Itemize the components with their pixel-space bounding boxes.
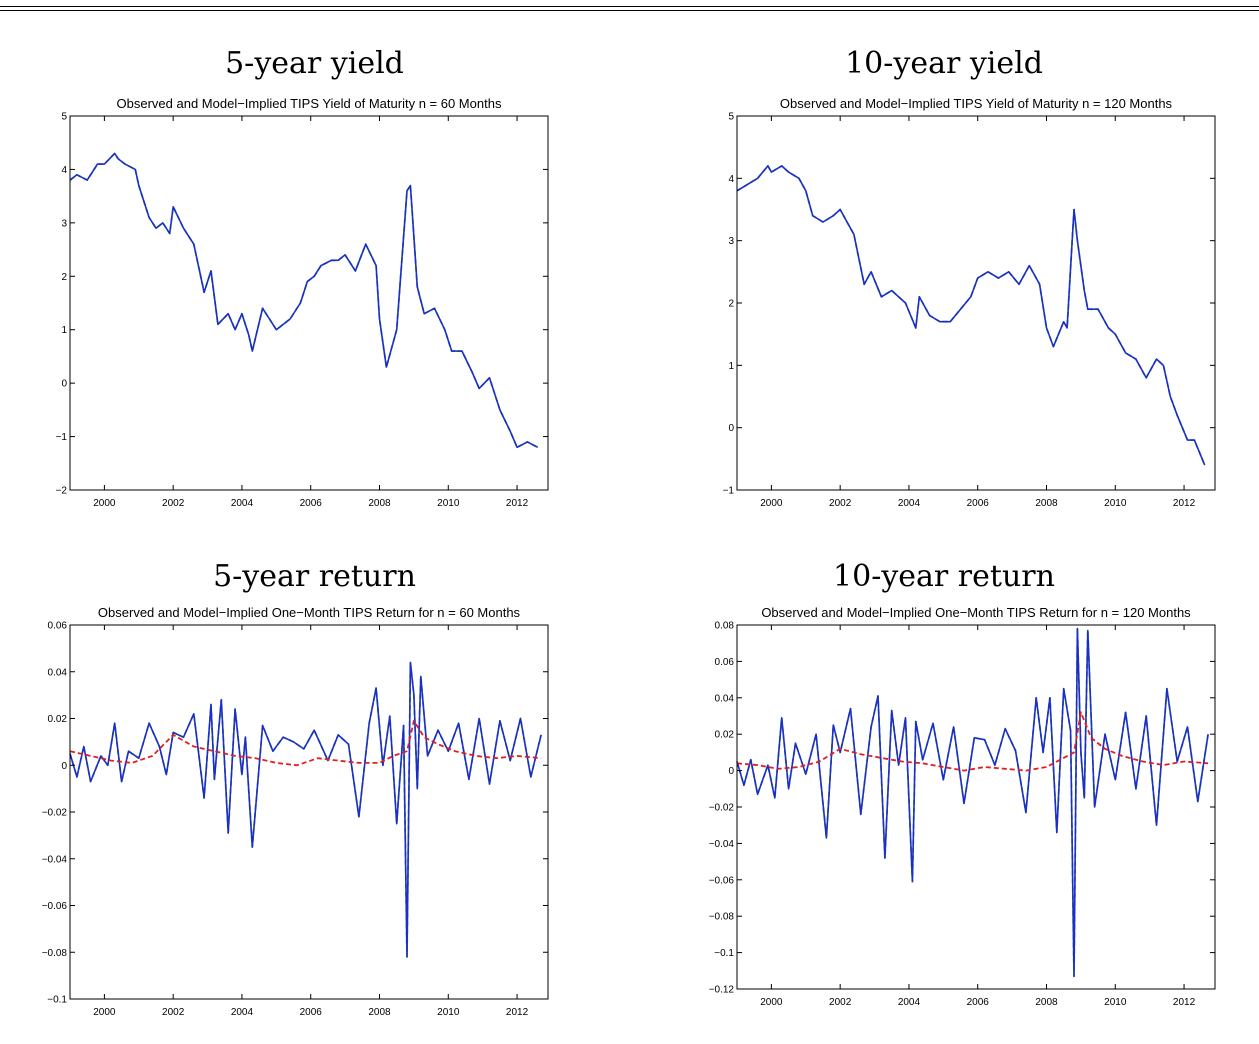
x-tick-label: 2000 (760, 997, 783, 1008)
panel-10yr-return: 10-year return Observed and Model−Implie… (629, 555, 1259, 1044)
x-tick-label: 2008 (1035, 498, 1058, 509)
x-tick-label: 2002 (162, 1007, 185, 1018)
series-line-0 (69, 661, 542, 958)
y-tick-label: −1 (56, 432, 68, 443)
axes-frame (69, 624, 549, 1000)
x-tick-label: 2004 (231, 1007, 254, 1018)
axes-frame (69, 115, 549, 491)
y-tick-label: −0.06 (709, 875, 735, 886)
x-tick-label: 2004 (231, 498, 254, 509)
series-line-0 (69, 152, 539, 449)
axes-frame (736, 115, 1216, 491)
y-tick-label: 0 (61, 761, 67, 772)
y-tick-label: −2 (56, 486, 68, 497)
y-tick-label: −1 (723, 486, 735, 497)
y-tick-label: −0.08 (709, 912, 735, 923)
y-tick-label: −0.12 (709, 985, 735, 996)
y-tick-label: 0.08 (715, 621, 735, 632)
panel-10yr-yield: 10-year yield Observed and Model−Implied… (629, 40, 1259, 520)
x-tick-label: 2008 (368, 498, 391, 509)
y-tick-label: 3 (61, 218, 67, 229)
y-tick-label: −0.02 (709, 803, 735, 814)
y-tick-label: 1 (728, 361, 734, 372)
y-tick-label: 0.02 (48, 714, 68, 725)
chart-title: Observed and Model−Implied One−Month TIP… (761, 605, 1191, 620)
chart-5yr-return: Observed and Model−Implied One−Month TIP… (42, 605, 549, 1018)
panel-heading: 10-year return (833, 559, 1055, 594)
x-tick-label: 2012 (1173, 498, 1196, 509)
y-tick-label: −0.08 (42, 948, 68, 959)
y-tick-label: 5 (728, 112, 734, 123)
y-tick-label: 1 (61, 325, 67, 336)
series-line-1 (69, 152, 539, 449)
x-tick-label: 2004 (898, 997, 921, 1008)
panel-5yr-yield: 5-year yield Observed and Model−Implied … (0, 40, 629, 520)
y-tick-label: 0 (61, 379, 67, 390)
panel-5yr-return: 5-year return Observed and Model−Implied… (0, 555, 629, 1044)
series-line-2 (69, 719, 542, 767)
y-tick-label: 2 (728, 299, 734, 310)
y-tick-label: 4 (728, 174, 734, 185)
panel-heading: 5-year return (213, 559, 416, 594)
x-tick-label: 2004 (898, 498, 921, 509)
series-line-1 (736, 165, 1206, 466)
x-tick-label: 2000 (93, 498, 116, 509)
y-tick-label: 5 (61, 112, 67, 123)
y-tick-label: −0.02 (42, 808, 68, 819)
x-tick-label: 2008 (1035, 997, 1058, 1008)
x-tick-label: 2012 (506, 498, 529, 509)
y-tick-label: −0.04 (709, 839, 735, 850)
y-tick-label: 0.04 (715, 693, 735, 704)
series-line-0 (736, 165, 1206, 466)
x-tick-label: 2010 (437, 498, 460, 509)
chart-title: Observed and Model−Implied One−Month TIP… (98, 605, 521, 620)
y-tick-label: 3 (728, 236, 734, 247)
top-rule-second (0, 10, 1259, 11)
y-tick-label: −0.06 (42, 901, 68, 912)
y-tick-label: −0.1 (714, 948, 734, 959)
y-tick-label: 0.06 (715, 657, 735, 668)
y-tick-label: 2 (61, 272, 67, 283)
x-tick-label: 2000 (93, 1007, 116, 1018)
x-tick-label: 2002 (829, 498, 852, 509)
x-tick-label: 2010 (1104, 997, 1127, 1008)
x-tick-label: 2006 (967, 498, 990, 509)
x-tick-label: 2002 (162, 498, 185, 509)
series-line-1 (69, 661, 542, 958)
chart-title: Observed and Model−Implied TIPS Yield of… (117, 96, 502, 111)
x-tick-label: 2006 (967, 997, 990, 1008)
y-tick-label: −0.04 (42, 854, 68, 865)
x-tick-label: 2010 (437, 1007, 460, 1018)
chart-10yr-yield: Observed and Model−Implied TIPS Yield of… (723, 96, 1216, 509)
x-tick-label: 2002 (829, 997, 852, 1008)
series-line-2 (736, 711, 1209, 772)
chart-10yr-return: Observed and Model−Implied One−Month TIP… (709, 605, 1216, 1008)
series-line-0 (736, 627, 1209, 978)
chart-5yr-yield: Observed and Model−Implied TIPS Yield of… (56, 96, 549, 509)
top-rule (0, 6, 1259, 7)
panel-heading: 10-year yield (845, 46, 1043, 81)
x-tick-label: 2012 (506, 1007, 529, 1018)
y-tick-label: −0.1 (47, 995, 67, 1006)
y-tick-label: 4 (61, 165, 67, 176)
y-tick-label: 0.04 (48, 667, 68, 678)
panel-heading: 5-year yield (225, 46, 404, 81)
y-tick-label: 0.06 (48, 621, 68, 632)
x-tick-label: 2008 (368, 1007, 391, 1018)
x-tick-label: 2012 (1173, 997, 1196, 1008)
y-tick-label: 0 (728, 766, 734, 777)
y-tick-label: 0.02 (715, 730, 735, 741)
y-tick-label: 0 (728, 423, 734, 434)
series-line-1 (736, 627, 1209, 978)
x-tick-label: 2000 (760, 498, 783, 509)
x-tick-label: 2006 (300, 498, 323, 509)
x-tick-label: 2010 (1104, 498, 1127, 509)
chart-title: Observed and Model−Implied TIPS Yield of… (780, 96, 1173, 111)
axes-frame (736, 624, 1216, 990)
x-tick-label: 2006 (300, 1007, 323, 1018)
